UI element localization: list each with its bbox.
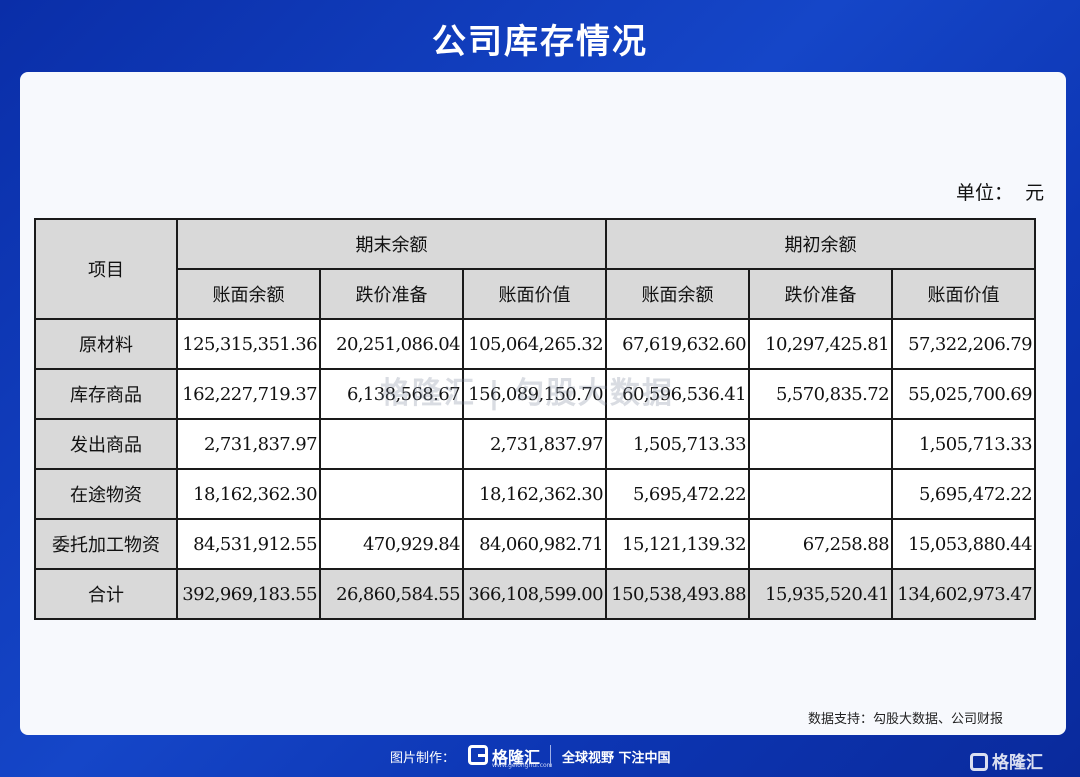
table-row: 在途物资 18,162,362.30 18,162,362.30 5,695,4…	[34, 468, 1036, 520]
total-cell: 134,602,973.47	[891, 568, 1036, 620]
total-cell: 15,935,520.41	[748, 568, 893, 620]
total-cell: 392,969,183.55	[176, 568, 321, 620]
data-source: 数据支持：勾股大数据、公司财报	[808, 712, 1004, 727]
row-label: 原材料	[34, 318, 178, 370]
sub-header: 账面余额	[605, 268, 750, 320]
total-label: 合计	[34, 568, 178, 620]
cell: 5,570,835.72	[748, 368, 893, 420]
cell: 125,315,351.36	[176, 318, 321, 370]
unit-label: 单位： 元	[956, 182, 1045, 204]
cell: 67,258.88	[748, 518, 893, 570]
table-row: 委托加工物资 84,531,912.55 470,929.84 84,060,9…	[34, 518, 1036, 570]
cell: 18,162,362.30	[176, 468, 321, 520]
sub-header: 跌价准备	[748, 268, 893, 320]
cell: 84,060,982.71	[462, 518, 607, 570]
cell	[748, 468, 893, 520]
sub-header: 跌价准备	[319, 268, 464, 320]
cell: 5,695,472.22	[891, 468, 1036, 520]
header-opening-balance: 期初余额	[605, 218, 1036, 270]
row-label: 在途物资	[34, 468, 178, 520]
total-cell: 26,860,584.55	[319, 568, 464, 620]
total-cell: 150,538,493.88	[605, 568, 750, 620]
header-item: 项目	[34, 218, 178, 320]
footer-credit: 图片制作：	[390, 751, 456, 766]
sub-header: 账面价值	[462, 268, 607, 320]
footer: 图片制作： 格隆汇 www.gelonghui.com 全球视野 下注中国	[0, 741, 1080, 771]
header-row-sub: 账面余额 跌价准备 账面价值 账面余额 跌价准备 账面价值	[35, 268, 1036, 320]
total-row: 合计 392,969,183.55 26,860,584.55 366,108,…	[34, 568, 1036, 620]
row-label: 委托加工物资	[34, 518, 178, 570]
sub-header: 账面余额	[176, 268, 321, 320]
cell: 2,731,837.97	[176, 418, 321, 470]
header-ending-balance: 期末余额	[176, 218, 607, 270]
total-cell: 366,108,599.00	[462, 568, 607, 620]
cell: 2,731,837.97	[462, 418, 607, 470]
cell: 6,138,568.67	[319, 368, 464, 420]
cell: 1,505,713.33	[605, 418, 750, 470]
cell: 470,929.84	[319, 518, 464, 570]
row-label: 发出商品	[34, 418, 178, 470]
footer-divider	[550, 745, 551, 767]
gelonghui-logo-icon	[468, 745, 488, 765]
cell: 1,505,713.33	[891, 418, 1036, 470]
cell: 18,162,362.30	[462, 468, 607, 520]
footer-logo-url: www.gelonghui.com	[492, 762, 553, 769]
inventory-table: 项目 期末余额 期初余额 账面余额 跌价准备 账面价值 账面余额 跌价准备 账面…	[34, 218, 1036, 620]
corner-logo: 格隆汇	[970, 748, 1043, 773]
header-row-groups: 项目 期末余额 期初余额	[34, 218, 1036, 320]
cell	[319, 468, 464, 520]
page-title: 公司库存情况	[432, 22, 648, 62]
cell: 105,064,265.32	[462, 318, 607, 370]
cell	[748, 418, 893, 470]
cell: 60,596,536.41	[605, 368, 750, 420]
cell: 20,251,086.04	[319, 318, 464, 370]
corner-logo-text: 格隆汇	[992, 753, 1043, 773]
sub-header: 账面价值	[891, 268, 1036, 320]
row-label: 库存商品	[34, 368, 178, 420]
cell: 162,227,719.37	[176, 368, 321, 420]
corner-logo-icon	[970, 753, 988, 771]
table-row: 发出商品 2,731,837.97 2,731,837.97 1,505,713…	[34, 418, 1036, 470]
cell: 55,025,700.69	[891, 368, 1036, 420]
cell: 156,089,150.70	[462, 368, 607, 420]
footer-logo-text: 格隆汇	[492, 748, 541, 767]
table-row: 原材料 125,315,351.36 20,251,086.04 105,064…	[34, 318, 1036, 370]
cell: 15,121,139.32	[605, 518, 750, 570]
footer-slogan: 全球视野 下注中国	[562, 751, 671, 766]
watermark: 格隆汇 | 勾股大数据	[380, 376, 674, 411]
cell: 5,695,472.22	[605, 468, 750, 520]
cell: 67,619,632.60	[605, 318, 750, 370]
cell	[319, 418, 464, 470]
cell: 84,531,912.55	[176, 518, 321, 570]
cell: 57,322,206.79	[891, 318, 1036, 370]
cell: 10,297,425.81	[748, 318, 893, 370]
table-row: 库存商品 162,227,719.37 6,138,568.67 156,089…	[34, 368, 1036, 420]
cell: 15,053,880.44	[891, 518, 1036, 570]
